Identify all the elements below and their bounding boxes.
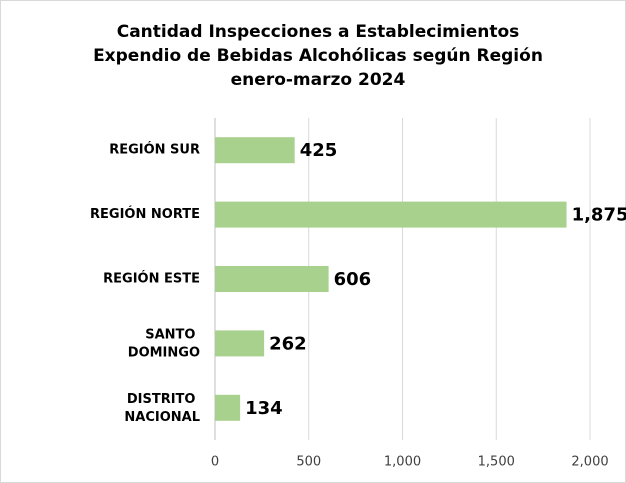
value-label: 134 xyxy=(245,398,283,419)
label-line: SANTO xyxy=(145,327,200,342)
x-tick-label: 2,000 xyxy=(571,455,608,470)
x-tick-label: 500 xyxy=(296,455,321,470)
y-tick-label: DISTRITO NACIONAL xyxy=(124,391,200,424)
x-tick-label: 1,500 xyxy=(478,455,515,470)
label-line: NACIONAL xyxy=(124,409,200,424)
chart-title: Expendio de Bebidas Alcohólicas según Re… xyxy=(93,46,543,66)
y-tick-label: SANTO DOMINGO xyxy=(128,327,200,360)
label-line: DISTRITO xyxy=(127,391,200,406)
x-tick-label: 1,000 xyxy=(384,455,421,470)
value-label: 425 xyxy=(300,140,338,161)
value-label: 606 xyxy=(334,269,372,290)
bar xyxy=(215,137,295,164)
y-tick-label: REGIÓN SUR xyxy=(109,142,200,158)
y-tick-label: REGIÓN NORTE xyxy=(90,206,200,222)
value-label: 1,875 xyxy=(572,205,626,226)
y-tick-label: REGIÓN ESTE xyxy=(103,271,200,287)
chart-title: Cantidad Inspecciones a Establecimientos xyxy=(117,22,520,42)
bar xyxy=(215,394,241,421)
value-label: 262 xyxy=(269,333,307,354)
bar xyxy=(215,330,265,357)
x-tick-label: 0 xyxy=(211,455,219,470)
bar xyxy=(215,266,329,292)
bar xyxy=(215,201,567,228)
label-line: DOMINGO xyxy=(128,345,200,360)
chart-title: enero-marzo 2024 xyxy=(231,70,406,90)
